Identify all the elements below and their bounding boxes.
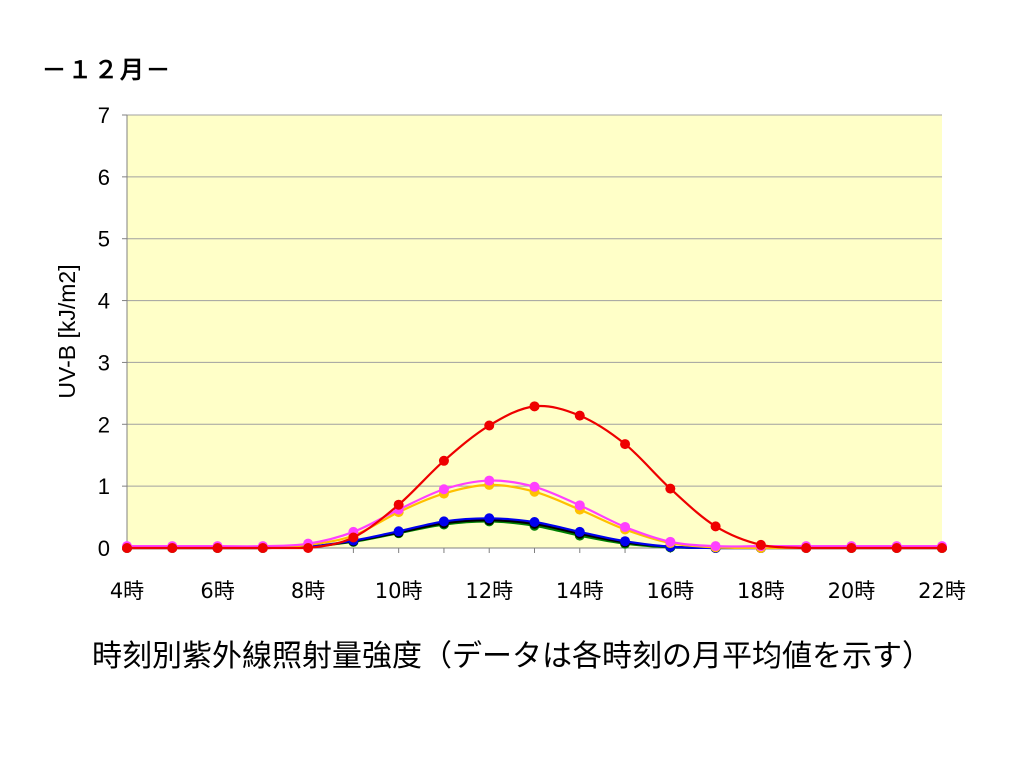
y-tick-label-3: 3: [98, 350, 110, 375]
x-tick-label-18: 18時: [737, 579, 785, 603]
series-6-point-4: [122, 543, 132, 553]
x-tick-label-6: 6時: [200, 579, 234, 603]
series-6-point-21: [891, 543, 902, 553]
series-6-point-10: [393, 499, 404, 510]
series-3-point-15: [620, 536, 631, 547]
y-tick-label-4: 4: [98, 289, 110, 314]
series-6-point-6: [212, 543, 223, 553]
series-6-point-16: [665, 483, 676, 494]
x-tick-label-4: 4時: [110, 579, 144, 603]
series-5-point-15: [620, 521, 631, 532]
y-axis-label: UV-B [kJ/m2]: [54, 264, 80, 398]
x-tick-label-14: 14時: [556, 579, 604, 603]
series-6-point-22: [937, 543, 947, 553]
y-tick-label-2: 2: [98, 412, 110, 437]
x-tick-label-20: 20時: [828, 579, 876, 603]
plot-area: [127, 115, 942, 548]
series-6-point-14: [574, 410, 585, 421]
series-6-point-7: [257, 543, 268, 553]
series-6-point-20: [846, 543, 857, 553]
y-tick-label-5: 5: [98, 227, 110, 252]
series-3-point-12: [484, 513, 495, 524]
series-5-point-16: [665, 536, 676, 547]
series-5-point-17: [710, 541, 721, 552]
series-6-point-8: [303, 543, 314, 553]
y-tick-label-7: 7: [98, 103, 110, 128]
series-3-point-10: [393, 526, 404, 537]
x-tick-label-22: 22時: [918, 579, 966, 603]
series-6-point-9: [348, 532, 359, 543]
series-3-point-11: [438, 516, 449, 527]
month-title: －１２月－: [42, 56, 172, 84]
x-tick-label-10: 10時: [375, 579, 423, 603]
series-6-point-17: [710, 521, 721, 532]
series-5-point-11: [438, 484, 449, 495]
series-6-point-19: [801, 543, 812, 553]
y-tick-label-1: 1: [98, 474, 110, 499]
series-6-point-15: [620, 439, 631, 450]
chart-caption: 時刻別紫外線照射量強度（データは各時刻の月平均値を示す）: [92, 639, 932, 674]
series-5-point-14: [574, 500, 585, 511]
series-6-point-12: [484, 420, 495, 431]
series-5-point-13: [529, 481, 540, 492]
x-tick-label-8: 8時: [291, 579, 325, 603]
series-3-point-14: [574, 526, 585, 537]
series-6-point-11: [438, 455, 449, 466]
series-6-point-5: [167, 543, 178, 553]
series-6-point-13: [529, 401, 540, 412]
series-6-point-18: [755, 539, 766, 550]
series-5-point-12: [484, 475, 495, 486]
x-tick-label-12: 12時: [465, 579, 513, 603]
y-tick-label-0: 0: [98, 536, 110, 561]
y-tick-label-6: 6: [98, 165, 110, 190]
series-3-point-13: [529, 517, 540, 528]
x-tick-label-16: 16時: [646, 579, 694, 603]
